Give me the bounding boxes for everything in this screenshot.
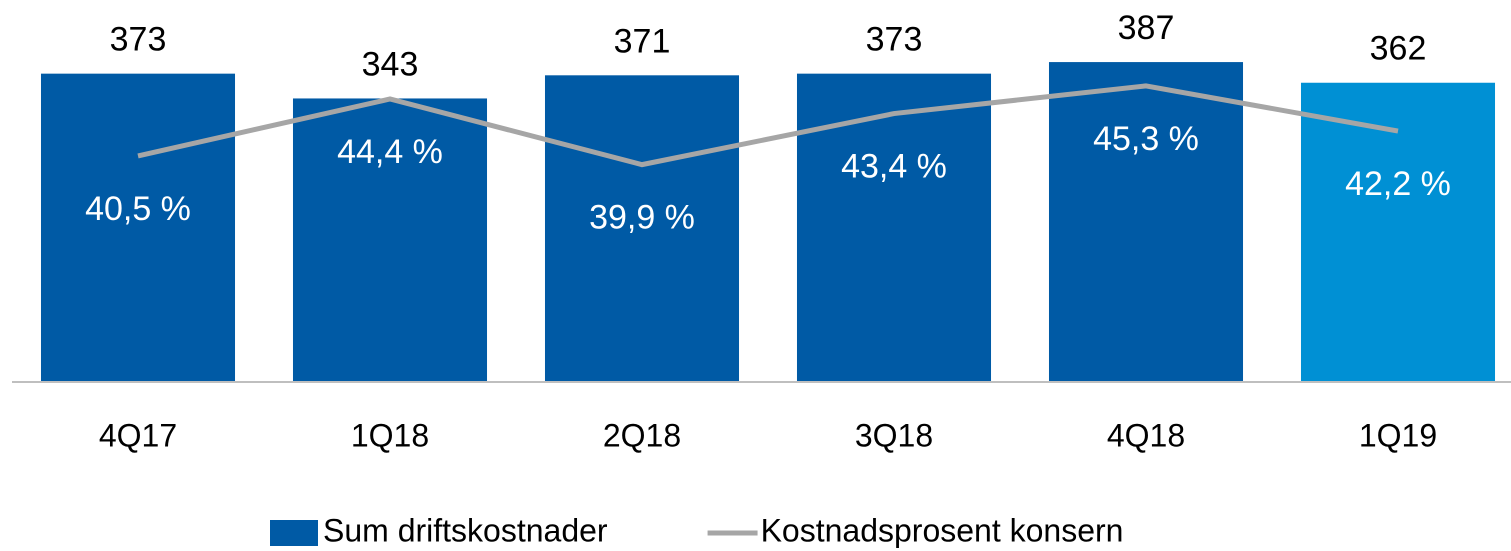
bar <box>292 98 488 382</box>
bar-value-label: 362 <box>1370 30 1427 68</box>
x-tick-label: 1Q18 <box>351 417 429 453</box>
bar-value-label: 371 <box>614 22 671 60</box>
legend-label: Kostnadsprosent konsern <box>761 512 1124 548</box>
bar-value-label: 373 <box>866 21 923 59</box>
legend-swatch <box>270 520 318 546</box>
x-tick-label: 4Q17 <box>99 417 177 453</box>
bar <box>1048 62 1244 383</box>
line <box>137 83 1399 168</box>
line-value-label: 45,3 % <box>1093 120 1199 158</box>
line-value-label: 42,2 % <box>1345 165 1451 203</box>
line-value-label: 40,5 % <box>85 190 191 228</box>
line-value-label: 43,4 % <box>841 148 947 186</box>
x-tick-label: 4Q18 <box>1107 417 1185 453</box>
bar <box>544 75 740 382</box>
bar-value-label: 373 <box>110 21 167 59</box>
x-tick-label: 1Q19 <box>1359 417 1437 453</box>
bar <box>40 73 236 383</box>
line-value-label: 39,9 % <box>589 199 695 237</box>
bar <box>1300 82 1496 382</box>
bar <box>796 73 992 383</box>
bar-value-label: 343 <box>362 45 419 83</box>
x-tick-label: 3Q18 <box>855 417 933 453</box>
bar-value-label: 387 <box>1118 9 1175 47</box>
legend-label: Sum driftskostnader <box>323 512 608 548</box>
line-value-label: 44,4 % <box>337 133 443 171</box>
x-tick-label: 2Q18 <box>603 417 681 453</box>
